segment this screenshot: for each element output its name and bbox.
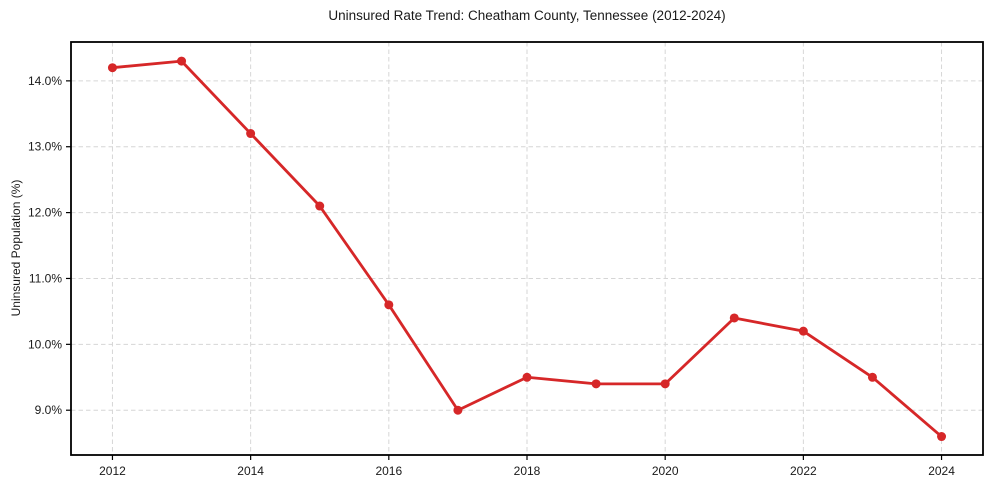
x-tick-label: 2014 — [237, 464, 264, 478]
y-tick-label: 12.0% — [28, 206, 62, 220]
data-point — [798, 326, 808, 336]
data-point — [522, 372, 532, 382]
x-tick-label: 2020 — [652, 464, 679, 478]
chart-title: Uninsured Rate Trend: Cheatham County, T… — [328, 8, 726, 23]
data-point — [937, 432, 947, 442]
data-point — [591, 379, 601, 389]
data-point — [246, 129, 256, 139]
x-tick-label: 2016 — [375, 464, 402, 478]
y-tick-label: 11.0% — [29, 271, 62, 285]
x-tick-label: 2012 — [99, 464, 126, 478]
data-point — [867, 372, 877, 382]
data-point — [660, 379, 670, 389]
y-tick-label: 9.0% — [35, 403, 63, 417]
data-point — [315, 201, 325, 211]
data-point — [107, 63, 117, 73]
data-point — [384, 300, 394, 310]
y-tick-label: 13.0% — [28, 140, 62, 154]
data-point — [729, 313, 739, 323]
x-tick-label: 2024 — [928, 464, 955, 478]
data-point — [177, 56, 187, 66]
y-tick-label: 10.0% — [28, 337, 62, 351]
x-tick-label: 2022 — [790, 464, 817, 478]
data-point — [453, 405, 463, 415]
y-tick-label: 14.0% — [28, 74, 62, 88]
x-tick-label: 2018 — [514, 464, 541, 478]
